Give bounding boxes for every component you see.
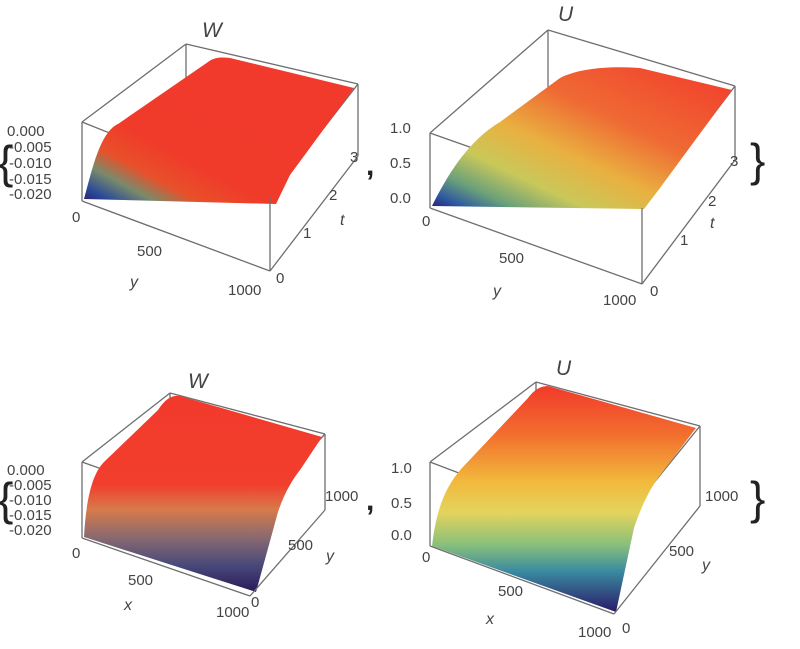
axis-tick-label: 1 bbox=[680, 232, 688, 249]
axis-tick-label: 1000 bbox=[228, 282, 261, 299]
z-tick-label: -0.005 bbox=[9, 477, 52, 494]
plot-title: W bbox=[188, 370, 210, 393]
axis-tick-label: 1000 bbox=[705, 488, 738, 505]
axis-tick-label: 0 bbox=[251, 594, 259, 611]
right-axis-label: y bbox=[701, 557, 711, 574]
axis-tick-label: 2 bbox=[329, 187, 337, 204]
plot-w-bottom: W 0.000 -0.005 -0.010 -0.015 -0.020 0 50… bbox=[7, 370, 358, 621]
plot-w-top: W 0.000 -0.005 -0.010 -0.015 -0.020 0 bbox=[7, 19, 359, 299]
axis-tick-label: 1000 bbox=[216, 604, 249, 621]
z-tick-label: -0.015 bbox=[9, 171, 52, 188]
surface bbox=[84, 57, 354, 204]
right-axis-ticks: 0 500 1000 bbox=[622, 488, 738, 637]
right-axis-ticks: 0 1 2 3 bbox=[650, 153, 738, 300]
axis-tick-label: 1 bbox=[303, 225, 311, 242]
right-axis-ticks: 0 1 2 3 bbox=[276, 149, 358, 287]
left-axis-ticks: 0 500 1000 bbox=[422, 549, 611, 641]
z-tick-label: 0.5 bbox=[391, 495, 412, 512]
axis-tick-label: 500 bbox=[128, 572, 153, 589]
right-axis-label: y bbox=[325, 548, 335, 565]
axis-tick-label: 0 bbox=[422, 549, 430, 566]
right-axis-label: t bbox=[340, 212, 345, 229]
axis-tick-label: 0 bbox=[622, 620, 630, 637]
front-edges bbox=[429, 426, 701, 615]
axis-tick-label: 500 bbox=[499, 250, 524, 267]
right-axis-ticks: 0 500 1000 bbox=[251, 488, 358, 611]
left-axis-ticks: 0 500 1000 bbox=[72, 545, 249, 621]
axis-tick-label: 1000 bbox=[603, 292, 636, 309]
close-brace-row1: } bbox=[750, 134, 765, 186]
z-tick-label: 0.000 bbox=[7, 123, 45, 140]
left-axis-label: x bbox=[123, 597, 133, 614]
front-edges bbox=[81, 434, 326, 597]
axis-tick-label: 0 bbox=[650, 283, 658, 300]
plot-u-top: U 1.0 0.5 0.0 0 500 1000 y 0 bbox=[390, 3, 738, 309]
axis-tick-label: 0 bbox=[422, 213, 430, 230]
surface bbox=[432, 67, 732, 209]
z-tick-label: 1.0 bbox=[390, 120, 411, 137]
z-tick-label: 1.0 bbox=[391, 460, 412, 477]
plot-title: W bbox=[202, 19, 224, 42]
left-axis-ticks: 0 500 1000 bbox=[72, 209, 261, 299]
front-edges bbox=[429, 86, 736, 285]
axis-tick-label: 500 bbox=[288, 537, 313, 554]
axis-tick-label: 0 bbox=[276, 270, 284, 287]
z-ticks: 0.000 -0.005 -0.010 -0.015 -0.020 bbox=[7, 462, 52, 539]
z-tick-label: -0.005 bbox=[9, 139, 52, 156]
left-axis-label: x bbox=[485, 611, 495, 628]
axis-tick-label: 3 bbox=[350, 149, 358, 166]
axis-tick-label: 500 bbox=[669, 543, 694, 560]
right-axis-label: t bbox=[710, 215, 715, 232]
left-axis-ticks: 0 500 1000 bbox=[422, 213, 636, 309]
front-edges bbox=[81, 84, 359, 272]
z-tick-label: 0.000 bbox=[7, 462, 45, 479]
axis-tick-label: 0 bbox=[72, 545, 80, 562]
z-tick-label: -0.020 bbox=[9, 186, 52, 203]
open-brace-row2: { bbox=[0, 473, 13, 525]
plot-u-bottom: U 1.0 0.5 0.0 0 500 1000 x 0 500 bbox=[391, 357, 738, 641]
close-brace-row2: } bbox=[750, 472, 765, 524]
separator-comma-row1: , bbox=[366, 149, 374, 182]
z-tick-label: -0.010 bbox=[9, 492, 52, 509]
z-tick-label: -0.020 bbox=[9, 522, 52, 539]
axis-tick-label: 1000 bbox=[325, 488, 358, 505]
plot-title: U bbox=[558, 3, 574, 26]
z-ticks: 1.0 0.5 0.0 bbox=[391, 460, 412, 544]
z-ticks: 0.000 -0.005 -0.010 -0.015 -0.020 bbox=[7, 123, 52, 203]
z-tick-label: 0.0 bbox=[391, 527, 412, 544]
plot-title: U bbox=[556, 357, 572, 380]
z-tick-label: 0.5 bbox=[390, 155, 411, 172]
z-tick-label: 0.0 bbox=[390, 190, 411, 207]
z-tick-label: -0.015 bbox=[9, 507, 52, 524]
axis-tick-label: 1000 bbox=[578, 624, 611, 641]
open-brace-row1: { bbox=[0, 136, 13, 188]
axis-tick-label: 500 bbox=[137, 243, 162, 260]
z-ticks: 1.0 0.5 0.0 bbox=[390, 120, 411, 207]
axis-tick-label: 500 bbox=[498, 583, 523, 600]
left-axis-label: y bbox=[129, 274, 139, 291]
surface bbox=[432, 386, 696, 612]
axis-tick-label: 2 bbox=[708, 193, 716, 210]
axis-tick-label: 0 bbox=[72, 209, 80, 226]
separator-comma-row2: , bbox=[366, 484, 374, 517]
surface bbox=[84, 395, 322, 592]
axis-tick-label: 3 bbox=[730, 153, 738, 170]
left-axis-label: y bbox=[492, 283, 502, 300]
z-tick-label: -0.010 bbox=[9, 155, 52, 172]
